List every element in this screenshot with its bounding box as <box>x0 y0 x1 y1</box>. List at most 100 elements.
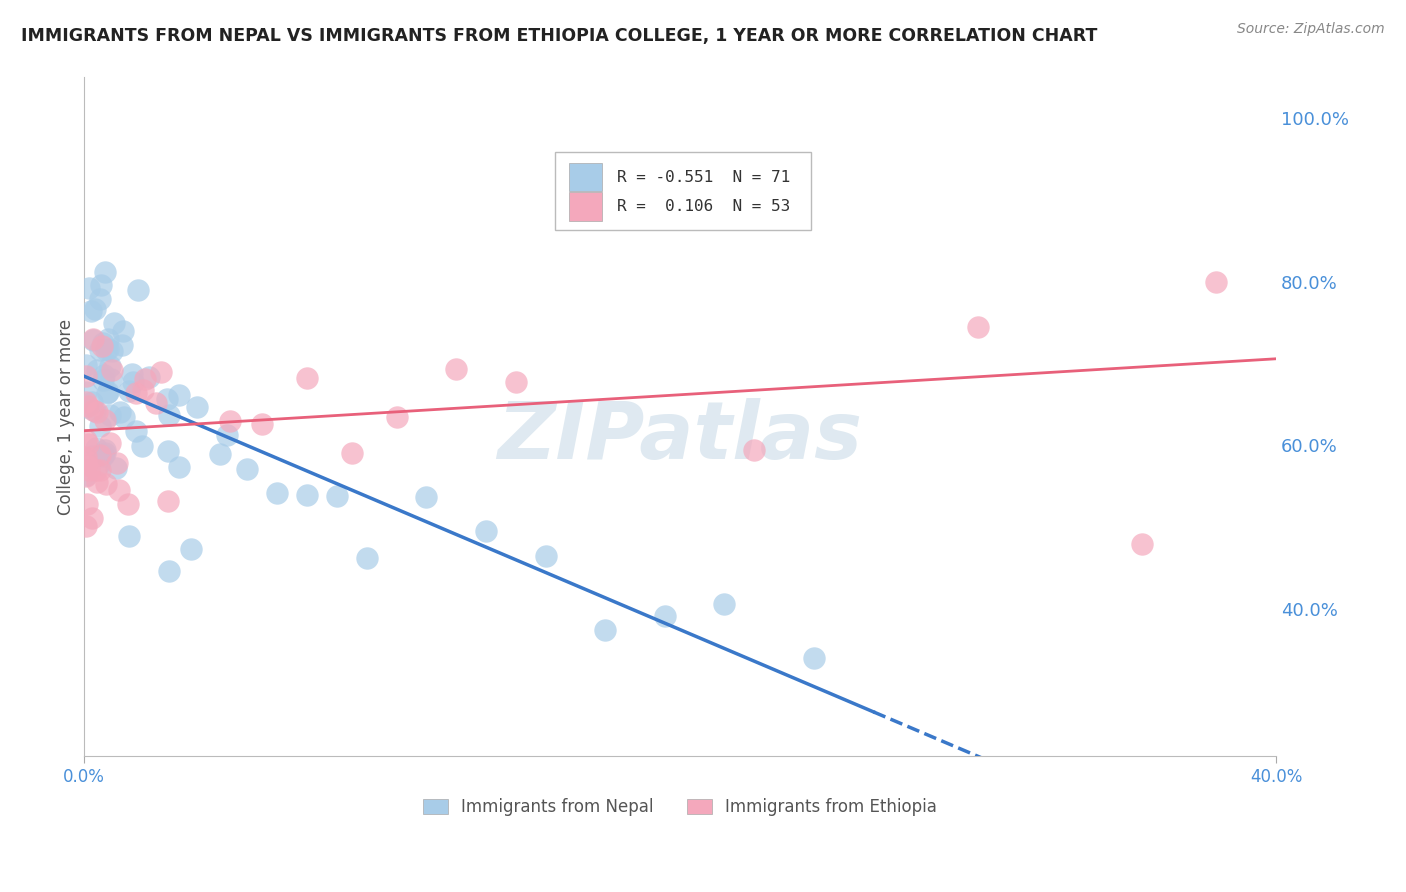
Point <box>156 392 179 406</box>
Point <box>86 363 108 377</box>
Point <box>89 343 111 357</box>
Point <box>82 403 104 417</box>
Point <box>79 463 101 477</box>
Point <box>100 363 122 377</box>
Point <box>208 447 231 461</box>
Point <box>94 413 117 427</box>
Legend: Immigrants from Nepal, Immigrants from Ethiopia: Immigrants from Nepal, Immigrants from E… <box>416 791 943 822</box>
Point <box>112 409 135 424</box>
Point <box>84 463 107 477</box>
Point <box>89 292 111 306</box>
Point <box>91 336 114 351</box>
Point <box>157 444 180 458</box>
Point <box>167 388 190 402</box>
Point <box>475 524 498 539</box>
Point <box>100 372 122 386</box>
Point <box>112 325 135 339</box>
Text: ZIPatlas: ZIPatlas <box>498 398 862 476</box>
Point <box>91 373 114 387</box>
Point <box>131 439 153 453</box>
Point <box>108 405 131 419</box>
Bar <box>569 163 602 192</box>
Bar <box>569 192 602 220</box>
Point <box>79 304 101 318</box>
Point <box>326 489 349 503</box>
Point <box>97 332 120 346</box>
Point <box>94 443 117 458</box>
Point <box>713 597 735 611</box>
Point <box>118 384 141 399</box>
Point <box>93 447 115 461</box>
Point <box>134 372 156 386</box>
Point <box>76 385 98 400</box>
Point <box>159 408 181 422</box>
Point <box>77 399 100 413</box>
Point <box>84 404 107 418</box>
Point <box>97 342 120 356</box>
Point <box>76 395 98 409</box>
Point <box>87 458 110 472</box>
Point <box>98 436 121 450</box>
Point <box>145 396 167 410</box>
Point <box>90 277 112 292</box>
Point <box>111 338 134 352</box>
Point <box>94 343 117 357</box>
Point <box>252 417 274 431</box>
Point <box>97 385 120 400</box>
Point <box>101 344 124 359</box>
FancyBboxPatch shape <box>554 153 811 230</box>
Point <box>94 265 117 279</box>
Point <box>94 477 117 491</box>
Point <box>76 468 98 483</box>
Point <box>117 498 139 512</box>
Point <box>138 370 160 384</box>
Point <box>82 332 104 346</box>
Point <box>86 404 108 418</box>
Point <box>295 371 318 385</box>
Point <box>82 333 104 347</box>
Point <box>132 383 155 397</box>
Point <box>86 475 108 490</box>
Point <box>157 564 180 578</box>
Text: R = -0.551  N = 71: R = -0.551 N = 71 <box>617 169 790 185</box>
Text: R =  0.106  N = 53: R = 0.106 N = 53 <box>617 199 790 214</box>
Point <box>94 446 117 460</box>
Point <box>89 448 111 462</box>
Point <box>84 441 107 455</box>
Point <box>118 529 141 543</box>
Point <box>125 386 148 401</box>
Point <box>534 549 557 564</box>
Point <box>76 519 98 533</box>
Point <box>89 419 111 434</box>
Point <box>444 362 467 376</box>
Point <box>91 449 114 463</box>
Point <box>356 550 378 565</box>
Point <box>76 458 98 473</box>
Point <box>125 424 148 438</box>
Point <box>150 366 173 380</box>
Point <box>218 414 240 428</box>
Point <box>966 319 988 334</box>
Point <box>579 193 602 207</box>
Point <box>1205 275 1227 289</box>
Point <box>76 433 98 447</box>
Point <box>96 385 118 400</box>
Point <box>266 486 288 500</box>
Point <box>742 442 765 457</box>
Point <box>103 317 125 331</box>
Point <box>76 450 98 464</box>
Point <box>76 469 98 483</box>
Point <box>593 623 616 637</box>
Point <box>83 301 105 316</box>
Point <box>76 401 98 415</box>
Text: IMMIGRANTS FROM NEPAL VS IMMIGRANTS FROM ETHIOPIA COLLEGE, 1 YEAR OR MORE CORREL: IMMIGRANTS FROM NEPAL VS IMMIGRANTS FROM… <box>21 27 1098 45</box>
Point <box>108 483 131 497</box>
Point <box>215 428 238 442</box>
Point <box>654 609 676 624</box>
Point <box>236 462 259 476</box>
Point <box>169 460 191 475</box>
Point <box>76 369 98 384</box>
Point <box>76 497 98 511</box>
Point <box>105 456 128 470</box>
Point <box>121 368 143 382</box>
